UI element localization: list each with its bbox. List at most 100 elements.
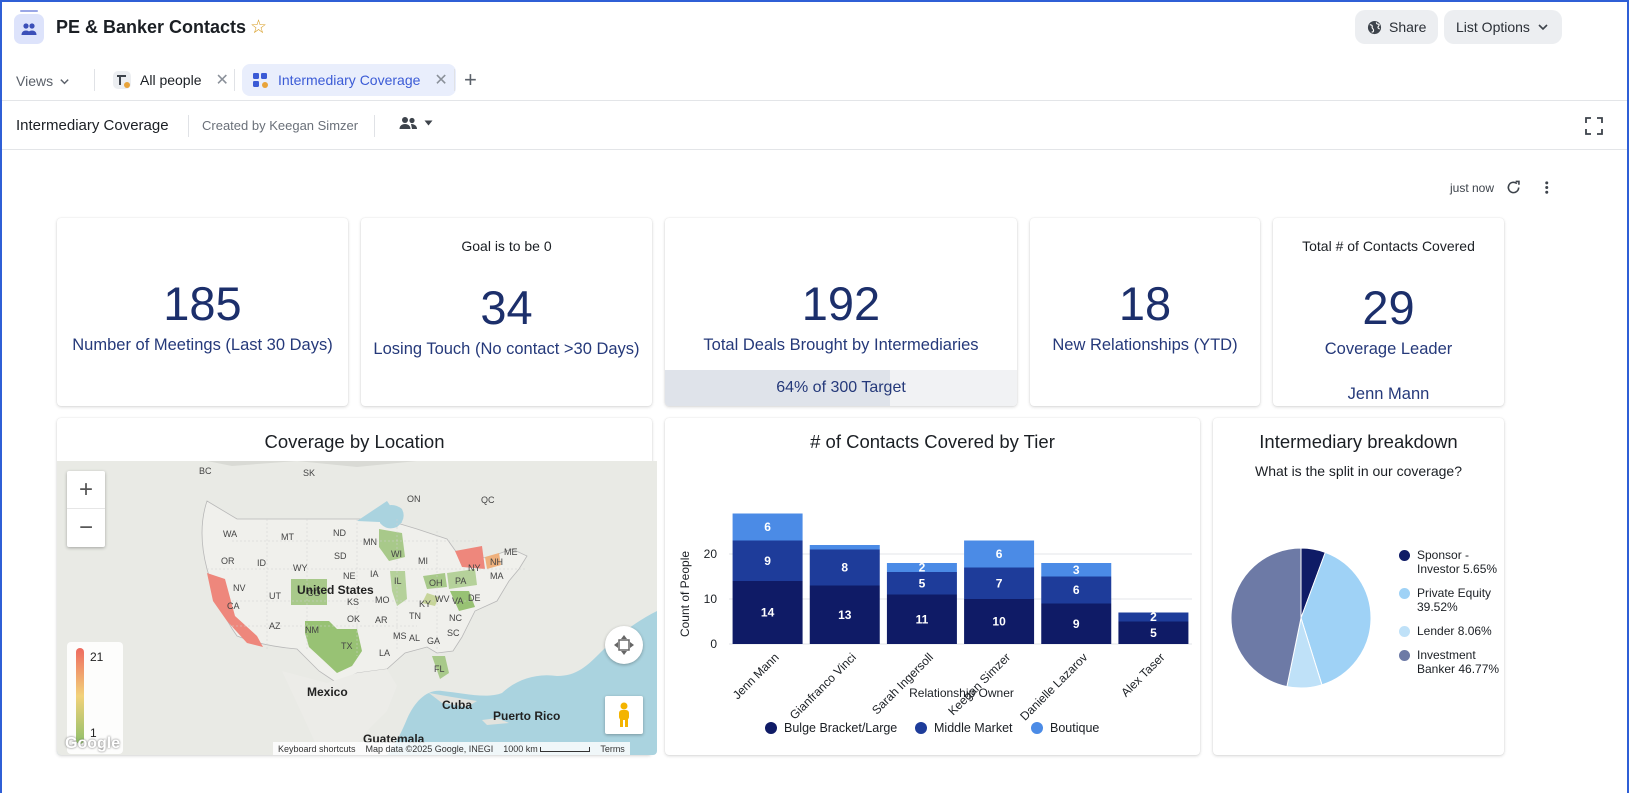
tier-bar-chart: 0 10 20 Count of People 14 9 6 Jenn Mann 13 8 Gian… [678, 513, 1192, 735]
y-tick-label: 20 [704, 547, 718, 561]
bar-segment[interactable] [1041, 563, 1112, 577]
fullscreen-icon[interactable] [1584, 116, 1604, 136]
views-dropdown[interactable]: Views [16, 73, 70, 89]
pie-legend-item[interactable]: Lender 8.06% [1399, 624, 1509, 638]
intermediary-pie-chart [1230, 547, 1372, 689]
share-button[interactable]: Share [1355, 10, 1439, 44]
card-title: # of Contacts Covered by Tier [810, 431, 1055, 452]
map-pan-control-icon[interactable] [605, 626, 643, 664]
last-refreshed: just now [1450, 180, 1495, 195]
bar-segment[interactable] [1118, 621, 1189, 645]
x-tick-label: Gianfranco Vinci [787, 650, 859, 722]
bar-segment[interactable] [732, 540, 803, 582]
bar-segment[interactable] [732, 513, 803, 541]
list-options-button[interactable]: List Options [1444, 10, 1562, 44]
x-tick-label: Sarah Ingersoll [869, 650, 936, 717]
legend-label: Lender 8.06% [1417, 624, 1492, 638]
pie-legend-item[interactable]: Sponsor - Investor 5.65% [1399, 548, 1509, 576]
zoom-in-icon[interactable]: + [67, 471, 105, 509]
bar-segment[interactable] [886, 572, 957, 595]
legend-swatch [765, 722, 777, 734]
kpi-card-new-relationships[interactable]: 18 New Relationships (YTD) [1030, 218, 1260, 406]
map-label: GA [427, 636, 441, 646]
map-label: IL [394, 576, 402, 586]
kpi-card-coverage-leader[interactable]: Total # of Contacts Covered 29 Coverage … [1273, 218, 1504, 406]
bar-segment[interactable] [886, 594, 957, 645]
map-label: TN [409, 611, 421, 621]
bar-value-label: 10 [992, 615, 1006, 629]
kpi-card-meetings[interactable]: 185 Number of Meetings (Last 30 Days) [57, 218, 348, 406]
card-subtitle: What is the split in our coverage? [1255, 463, 1462, 479]
views-label: Views [16, 73, 54, 89]
bar-segment[interactable] [886, 563, 957, 572]
legend-label[interactable]: Bulge Bracket/Large [784, 721, 897, 735]
terms-link[interactable]: Terms [600, 743, 625, 754]
created-by: Created by Keegan Simzer [202, 118, 359, 133]
legend-label[interactable]: Middle Market [934, 721, 1013, 735]
bar-value-label: 8 [841, 561, 848, 575]
bar-segment[interactable] [964, 599, 1035, 644]
bar-segment[interactable] [964, 540, 1035, 568]
people-app-icon[interactable] [14, 10, 44, 44]
street-view-pegman-icon[interactable] [605, 696, 643, 734]
tab-all-people[interactable]: All people ✕ [104, 64, 237, 96]
map-label: QC [481, 495, 495, 505]
more-options-icon[interactable] [1533, 180, 1553, 195]
x-tick-label: Alex Taser [1118, 650, 1167, 699]
bar-segment[interactable] [809, 585, 880, 645]
pie-chart-card: Intermediary breakdown What is the split… [1213, 418, 1504, 755]
pie-slice[interactable] [1300, 551, 1372, 686]
bar-segment[interactable] [1041, 603, 1112, 645]
bar-segment[interactable] [732, 581, 803, 644]
page-title: PE & Banker Contacts [56, 17, 247, 37]
kpi-value: 29 [1362, 281, 1415, 334]
keyboard-shortcuts-link[interactable]: Keyboard shortcuts [278, 743, 356, 754]
close-tab-icon[interactable]: ✕ [434, 72, 448, 89]
map-label: OK [347, 614, 361, 624]
legend-swatch [915, 722, 927, 734]
legend-label: Investment Banker 46.77% [1417, 648, 1500, 676]
kpi-label: Total Deals Brought by Intermediaries [703, 336, 979, 354]
pie-legend-item[interactable]: Investment Banker 46.77% [1399, 648, 1509, 676]
bar-value-label: 6 [996, 547, 1003, 561]
tab-intermediary-coverage[interactable]: Intermediary Coverage ✕ [242, 64, 456, 96]
legend-min: 1 [90, 726, 97, 740]
bar-segment[interactable] [809, 545, 880, 550]
coverage-map[interactable]: BC SK ON QC WA MT ND MN ME OR ID WY SD W… [57, 461, 657, 755]
map-label: MO [375, 595, 390, 605]
map-label-country: Puerto Rico [493, 709, 561, 723]
bar-value-label: 2 [1150, 610, 1157, 624]
add-view-icon[interactable]: + [464, 67, 477, 92]
pie-slice[interactable] [1230, 547, 1302, 688]
sharing-dropdown[interactable] [399, 116, 433, 130]
map-label: KS [347, 597, 360, 607]
bar-segment[interactable] [1041, 576, 1112, 604]
kpi-card-total-deals[interactable]: 192 Total Deals Brought by Intermediarie… [665, 218, 1017, 406]
map-label: WA [223, 529, 238, 539]
map-label: MI [418, 556, 428, 566]
map-label: AL [409, 633, 421, 643]
map-label: SK [303, 468, 316, 478]
bar-segment[interactable] [809, 549, 880, 586]
share-label: Share [1389, 19, 1427, 35]
map-label: MA [490, 571, 504, 581]
pie-legend-item[interactable]: Private Equity 39.52% [1399, 586, 1509, 614]
legend-label[interactable]: Boutique [1050, 721, 1099, 735]
x-tick-label: Keegan Simzer [945, 650, 1013, 718]
legend-swatch [1399, 550, 1410, 561]
favorite-star-icon[interactable]: ☆ [250, 17, 268, 38]
map-label: ID [257, 558, 266, 568]
scale-bar [540, 746, 591, 752]
map-label: MN [363, 537, 377, 547]
divider [188, 115, 189, 137]
refresh-icon[interactable] [1506, 180, 1521, 195]
bar-value-label: 3 [1073, 563, 1080, 577]
close-tab-icon[interactable]: ✕ [215, 72, 229, 89]
bar-segment[interactable] [964, 567, 1035, 600]
bar-segment[interactable] [1118, 612, 1189, 622]
tab-label: All people [140, 72, 202, 88]
target-progress-bar: 64% of 300 Target [665, 370, 1017, 406]
zoom-out-icon[interactable]: − [78, 514, 93, 541]
kpi-card-losing-touch[interactable]: Goal is to be 0 34 Losing Touch (No cont… [361, 218, 652, 406]
bar-value-label: 5 [1150, 626, 1157, 640]
